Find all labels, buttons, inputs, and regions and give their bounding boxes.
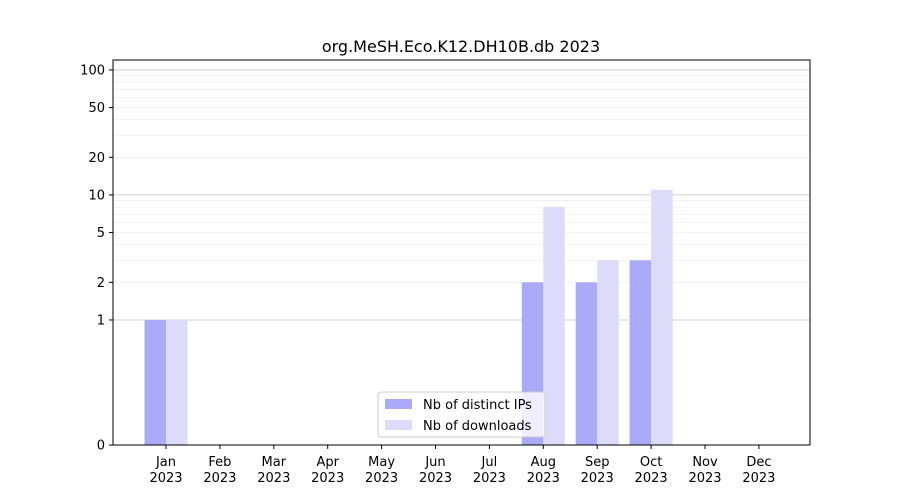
bar-distinct-ips	[629, 260, 652, 445]
y-tick-label: 10	[88, 188, 105, 203]
x-tick-label: May 2023	[365, 455, 398, 486]
bar-downloads	[543, 207, 565, 445]
legend-box	[377, 391, 546, 438]
bar-downloads	[651, 189, 673, 445]
x-tick-label: Oct 2023	[635, 455, 668, 486]
y-tick-label: 2	[97, 276, 105, 291]
x-tick-label: Jul 2023	[473, 455, 506, 486]
y-tick-label: 1	[97, 313, 105, 328]
x-tick-label: Mar 2023	[257, 455, 290, 486]
y-tick-label: 5	[97, 226, 105, 241]
x-tick-label: Nov 2023	[688, 455, 721, 486]
grid-lines	[113, 69, 810, 321]
x-tick-label: Jun 2023	[419, 455, 452, 486]
legend-swatch	[385, 420, 412, 430]
y-tick-label: 50	[88, 101, 105, 116]
legend: Nb of distinct IPs Nb of downloads	[377, 391, 546, 438]
x-tick-label: Sep 2023	[581, 455, 614, 486]
legend-label: Nb of downloads	[423, 419, 532, 434]
x-tick-label: Feb 2023	[203, 455, 236, 486]
x-tick-label: Dec 2023	[742, 455, 775, 486]
x-tick-label: Apr 2023	[311, 455, 344, 486]
legend-swatch	[385, 399, 412, 409]
y-tick-label: 0	[97, 439, 105, 454]
bar-downloads	[166, 319, 188, 445]
x-tick-label: Aug 2023	[527, 455, 560, 486]
bar-downloads	[597, 260, 619, 445]
x-tick-label: Jan 2023	[149, 455, 182, 486]
bar-distinct-ips	[575, 282, 598, 445]
bar-distinct-ips	[144, 319, 166, 445]
chart-title: org.MeSH.Eco.K12.DH10B.db 2023	[322, 37, 600, 56]
legend-label: Nb of distinct IPs	[423, 398, 532, 413]
axes: 0 1 2 5 10 20 50 100 Jan 2023 Feb 2023 Mar 2023 Apr 202…	[80, 59, 811, 486]
plot-frame	[112, 59, 811, 446]
y-tick-label: 100	[80, 63, 105, 78]
y-tick-label: 20	[88, 151, 105, 166]
